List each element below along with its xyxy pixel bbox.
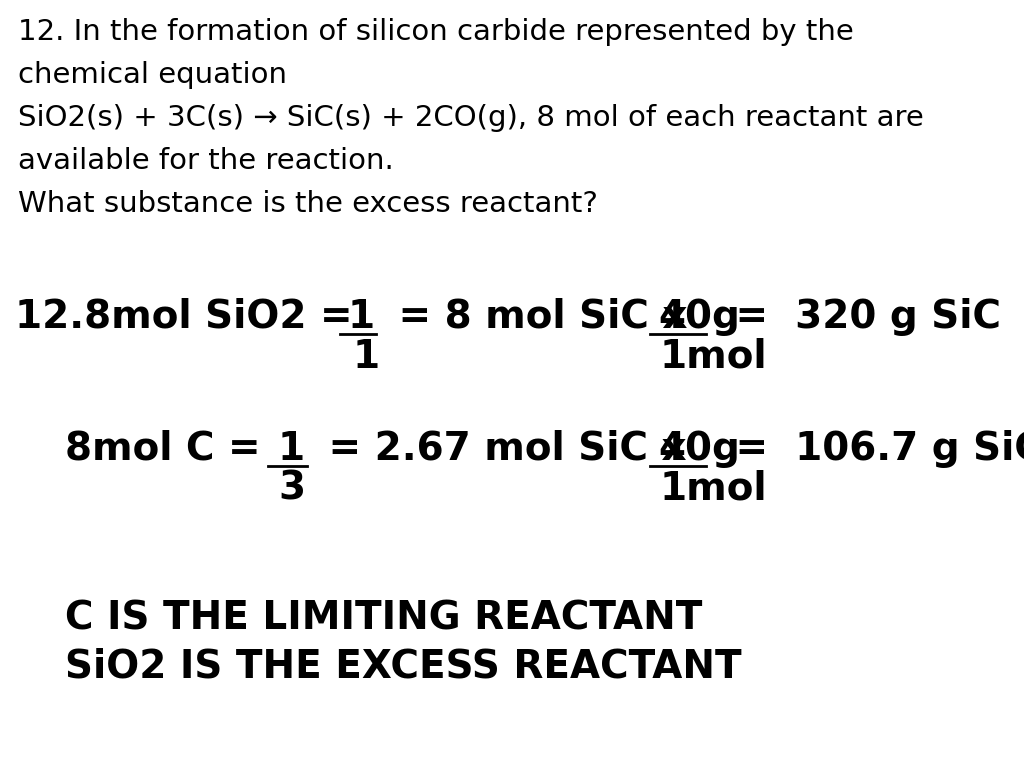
Text: 40g: 40g <box>658 430 740 468</box>
Text: SiO2(s) + 3C(s) → SiC(s) + 2CO(g), 8 mol of each reactant are: SiO2(s) + 3C(s) → SiC(s) + 2CO(g), 8 mol… <box>18 104 924 132</box>
Text: 1: 1 <box>353 338 380 376</box>
Text: 8mol C =: 8mol C = <box>65 430 274 468</box>
Text: 1mol: 1mol <box>660 338 768 376</box>
Text: =  106.7 g SiC: = 106.7 g SiC <box>722 430 1024 468</box>
Text: 3: 3 <box>278 470 305 508</box>
Text: 12.8mol SiO2 =: 12.8mol SiO2 = <box>15 298 367 336</box>
Text: available for the reaction.: available for the reaction. <box>18 147 394 175</box>
Text: 1: 1 <box>278 430 305 468</box>
Text: What substance is the excess reactant?: What substance is the excess reactant? <box>18 190 598 218</box>
Text: 12. In the formation of silicon carbide represented by the: 12. In the formation of silicon carbide … <box>18 18 854 46</box>
Text: = 8 mol SiC x: = 8 mol SiC x <box>385 298 701 336</box>
Text: = 2.67 mol SiC x: = 2.67 mol SiC x <box>315 430 700 468</box>
Text: 1: 1 <box>348 298 375 336</box>
Text: =  320 g SiC: = 320 g SiC <box>722 298 1001 336</box>
Text: C IS THE LIMITING REACTANT: C IS THE LIMITING REACTANT <box>65 600 702 638</box>
Text: 40g: 40g <box>658 298 740 336</box>
Text: chemical equation: chemical equation <box>18 61 287 89</box>
Text: SiO2 IS THE EXCESS REACTANT: SiO2 IS THE EXCESS REACTANT <box>65 648 741 686</box>
Text: 1mol: 1mol <box>660 470 768 508</box>
